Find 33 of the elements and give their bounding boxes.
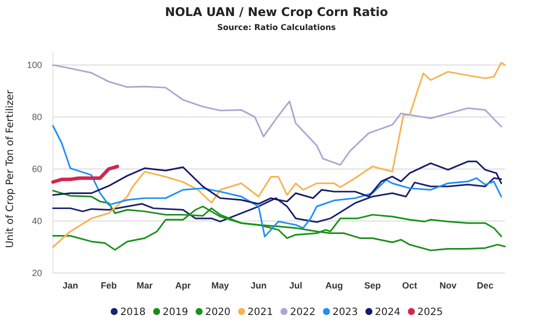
line-series [52, 62, 506, 248]
y-axis-title: Unit of Crop Per Ton of Fertilizer [5, 89, 16, 248]
line-series [52, 125, 502, 238]
x-tick-label: Mar [136, 280, 154, 290]
legend-label: 2024 [374, 307, 400, 318]
y-tick-label: 80 [32, 112, 42, 122]
x-tick-label: Nov [440, 280, 457, 290]
x-tick-label: Jan [62, 280, 78, 290]
x-tick-label: May [211, 280, 229, 290]
legend-label: 2022 [290, 307, 316, 318]
line-series [52, 190, 506, 252]
line-series [51, 164, 120, 184]
legend-label: 2019 [162, 307, 188, 318]
x-tick-label: Apr [175, 280, 192, 290]
x-tick-label: Sep [364, 280, 382, 290]
y-tick-label: 60 [32, 164, 42, 174]
legend-label: 2018 [120, 307, 146, 318]
chart-title: NOLA UAN / New Crop Corn Ratio [164, 5, 388, 19]
legend-label: 2021 [248, 307, 273, 318]
legend-label: 2020 [205, 307, 231, 318]
legend-label: 2025 [417, 307, 443, 318]
x-tick-label: Dec [476, 280, 494, 290]
x-tick-label: Feb [100, 280, 118, 290]
chart-subtitle: Source: Ratio Calculations [217, 23, 336, 32]
y-tick-label: 20 [32, 268, 42, 278]
y-tick-label: 40 [32, 216, 42, 226]
x-tick-label: Jun [250, 280, 267, 290]
x-tick-label: Oct [402, 280, 418, 290]
x-tick-label: Jul [289, 280, 302, 290]
x-tick-label: Aug [325, 280, 343, 290]
legend-label: 2023 [332, 307, 358, 318]
line-series [52, 64, 502, 166]
y-tick-label: 100 [26, 60, 42, 70]
